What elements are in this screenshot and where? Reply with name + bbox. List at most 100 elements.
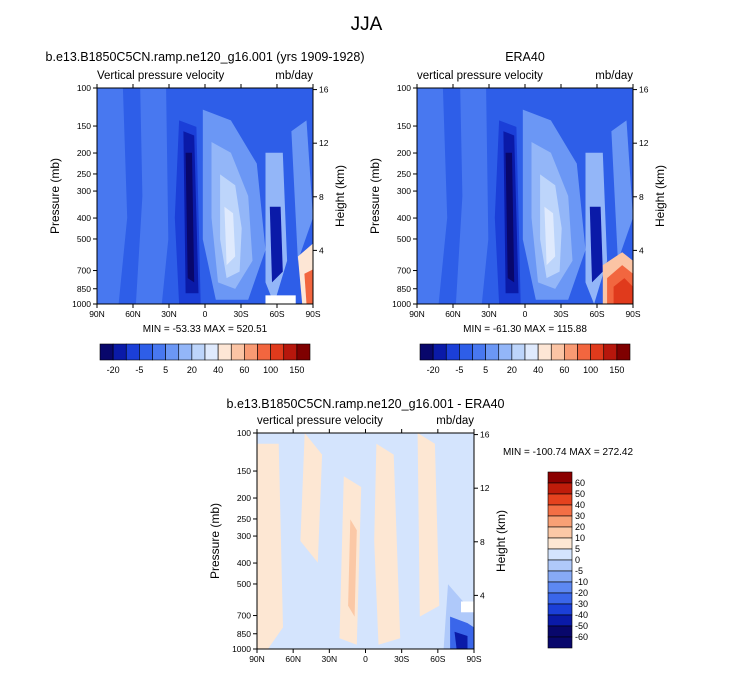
- y-right-tick-label: 4: [639, 245, 644, 255]
- colorbar-box: [590, 343, 605, 361]
- colorbar-label: -5: [575, 566, 583, 576]
- x-tick-label: 60S: [589, 309, 604, 319]
- colorbar-box: [547, 493, 573, 506]
- field-band: [257, 443, 283, 649]
- colorbar-label: 5: [163, 365, 168, 375]
- colorbar-box: [547, 537, 573, 550]
- y-tick-label: 200: [237, 493, 251, 503]
- colorbar-box: [257, 343, 271, 361]
- colorbar-label: -5: [455, 365, 463, 375]
- colorbar-label: -10: [575, 577, 588, 587]
- y-tick-label: 300: [397, 186, 411, 196]
- y-right-tick-label: 16: [639, 85, 649, 95]
- colorbar-box: [270, 343, 285, 361]
- field-band: [374, 443, 401, 645]
- colorbar-label: -60: [575, 632, 588, 642]
- y-tick-label: 1000: [392, 299, 411, 309]
- colorbar-box: [547, 570, 573, 583]
- y-right-tick-label: 12: [639, 138, 649, 148]
- colorbar-box: [547, 482, 573, 495]
- colorbar-box: [547, 548, 573, 561]
- field-band: [135, 88, 169, 304]
- field-band: [269, 206, 283, 283]
- page-title: JJA: [350, 14, 383, 35]
- panel-title: b.e13.B1850C5CN.ramp.ne120_g16.001 - ERA…: [227, 397, 505, 411]
- colorbar-label: -30: [575, 599, 588, 609]
- y-tick-label: 400: [77, 213, 91, 223]
- colorbar-box: [547, 559, 573, 572]
- colorbar-label: 100: [583, 365, 598, 375]
- colorbar-label: 20: [507, 365, 517, 375]
- colorbar-label: 20: [575, 522, 585, 532]
- y-right-tick-label: 12: [319, 138, 329, 148]
- field-band: [589, 206, 603, 283]
- y-tick-label: 150: [397, 121, 411, 131]
- colorbar-box: [191, 343, 206, 361]
- colorbar-box: [550, 343, 565, 361]
- y-tick-label: 850: [77, 284, 91, 294]
- y-right-axis-label: Height (km): [333, 165, 347, 227]
- y-tick-label: 250: [397, 169, 411, 179]
- panel-subtitle-right: mb/day: [275, 70, 313, 82]
- x-tick-label: 0: [523, 309, 528, 319]
- y-right-tick-label: 16: [319, 85, 329, 95]
- colorbar-box: [139, 343, 153, 361]
- colorbar-box: [283, 343, 298, 361]
- y-right-tick-label: 12: [480, 483, 490, 493]
- colorbar-box: [152, 343, 166, 361]
- min-max-label: MIN = -53.33 MAX = 520.51: [143, 324, 268, 335]
- field-band: [300, 433, 323, 563]
- x-tick-label: 90S: [625, 309, 640, 319]
- x-tick-label: 60N: [445, 309, 461, 319]
- field-band: [304, 269, 313, 304]
- y-tick-label: 500: [397, 234, 411, 244]
- x-tick-label: 90N: [409, 309, 425, 319]
- y-tick-label: 300: [77, 186, 91, 196]
- y-tick-label: 700: [77, 266, 91, 276]
- panel-title: ERA40: [505, 50, 545, 64]
- colorbar-label: 60: [559, 365, 569, 375]
- colorbar-label: -20: [107, 365, 120, 375]
- y-right-tick-label: 4: [319, 245, 324, 255]
- colorbar-box: [537, 343, 552, 361]
- y-right-tick-label: 4: [480, 590, 485, 600]
- min-max-label: MIN = -100.74 MAX = 272.42: [503, 447, 634, 458]
- x-tick-label: 90N: [89, 309, 105, 319]
- x-tick-label: 30S: [233, 309, 248, 319]
- field-band: [544, 206, 556, 266]
- x-tick-label: 0: [203, 309, 208, 319]
- y-tick-label: 500: [237, 579, 251, 589]
- y-tick-label: 850: [397, 284, 411, 294]
- colorbar-box: [178, 343, 193, 361]
- panel-title: b.e13.B1850C5CN.ramp.ne120_g16.001 (yrs …: [46, 50, 365, 64]
- y-tick-label: 200: [397, 148, 411, 158]
- colorbar-box: [485, 343, 500, 361]
- field-background: [257, 433, 474, 649]
- y-tick-label: 200: [77, 148, 91, 158]
- x-tick-label: 60S: [269, 309, 284, 319]
- y-axis-label: Pressure (mb): [208, 503, 222, 579]
- colorbar-box: [165, 343, 180, 361]
- y-tick-label: 250: [237, 514, 251, 524]
- field-band: [611, 120, 633, 261]
- field-band: [505, 152, 515, 283]
- x-tick-label: 60N: [125, 309, 141, 319]
- panel-subtitle-left: vertical pressure velocity: [417, 70, 543, 82]
- colorbar-box: [524, 343, 539, 361]
- x-tick-label: 90S: [305, 309, 320, 319]
- x-tick-label: 0: [363, 654, 368, 664]
- colorbar: -20 -5 5 20 40 60 100 150: [419, 343, 631, 375]
- panel-2-field: [416, 87, 634, 305]
- colorbar-label: 50: [575, 489, 585, 499]
- colorbar-label: 40: [575, 500, 585, 510]
- x-tick-label: 30N: [481, 309, 497, 319]
- colorbar-box: [547, 614, 573, 627]
- colorbar-box: [547, 504, 573, 517]
- colorbar-label: 30: [575, 511, 585, 521]
- field-band: [417, 433, 440, 617]
- x-tick-label: 30N: [322, 654, 338, 664]
- y-tick-label: 1000: [72, 299, 91, 309]
- colorbar-label: 5: [483, 365, 488, 375]
